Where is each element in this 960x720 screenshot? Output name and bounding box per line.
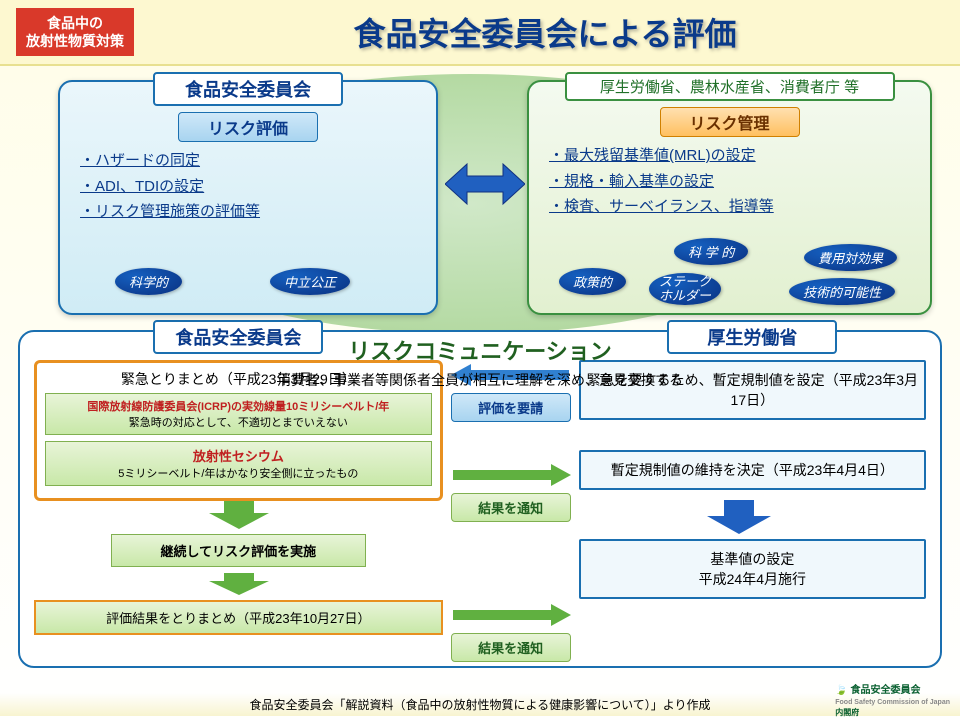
down-arrow-icon: [34, 501, 443, 529]
pill-scientific: 科学的: [115, 268, 182, 295]
risk-assessment-panel: 食品安全委員会 リスク評価 ・ハザードの同定 ・ADI、TDIの設定 ・リスク管…: [58, 80, 438, 315]
left-panel-title: 食品安全委員会: [153, 72, 343, 106]
title-bar: 食品中の 放射性物質対策 食品安全委員会による評価: [0, 0, 960, 66]
right-items: ・最大残留基準値(MRL)の設定 ・規格・輸入基準の設定 ・検査、サーベイランス…: [543, 143, 916, 220]
logo: 🍃 食品安全委員会Food Safety Commission of Japan…: [835, 681, 950, 718]
mid-label-3: 結果を通知: [451, 633, 571, 662]
sub-txt: 5ミリシーベルト/年はかなり安全側に立ったもの: [52, 465, 425, 481]
li: ・最大残留基準値(MRL)の設定: [549, 143, 916, 169]
li: ・検査、サーベイランス、指導等: [549, 194, 916, 220]
pill: 科 学 的: [674, 238, 748, 265]
red-text: 国際放射線防護委員会(ICRP)の実効線量10ミリシーベルト/年: [52, 398, 425, 414]
mid-label-1: 評価を要請: [451, 393, 571, 422]
footer: 食品安全委員会「解説資料（食品中の放射性物質による健康影響について）」より作成: [0, 693, 960, 716]
pill: 費用対効果: [804, 244, 897, 271]
red-title: 放射性セシウム: [52, 446, 425, 465]
left-subtitle: リスク評価: [178, 112, 318, 142]
right-arrow-icon: [451, 602, 571, 628]
right-panel-title: 厚生労働省、農林水産省、消費者庁 等: [565, 72, 895, 101]
down-arrow-icon: [34, 573, 443, 595]
li: ・ハザードの同定: [80, 148, 422, 174]
badge-line1: 食品中の: [26, 14, 124, 32]
risk-management-panel: 厚生労働省、農林水産省、消費者庁 等 リスク管理 ・最大残留基準値(MRL)の設…: [527, 80, 932, 315]
badge: 食品中の 放射性物質対策: [16, 8, 134, 56]
left-items: ・ハザードの同定 ・ADI、TDIの設定 ・リスク管理施策の評価等: [74, 148, 422, 225]
li: ・リスク管理施策の評価等: [80, 199, 422, 225]
bidirectional-arrow-icon: [445, 159, 525, 209]
right-arrow-icon: [451, 462, 571, 488]
r3: 基準値の設定 平成24年4月施行: [579, 539, 926, 599]
r2: 暫定規制値の維持を決定（平成23年4月4日）: [579, 450, 926, 490]
green-box-2: 放射性セシウム 5ミリシーベルト/年はかなり安全側に立ったもの: [45, 441, 432, 486]
continue-tag: 継続してリスク評価を実施: [111, 534, 366, 567]
badge-line2: 放射性物質対策: [26, 32, 124, 50]
pill: ステークホルダー: [649, 273, 721, 306]
right-subtitle: リスク管理: [660, 107, 800, 137]
sub-txt: 緊急時の対応として、不適切とまでいえない: [52, 414, 425, 430]
mid-label-2: 結果を通知: [451, 493, 571, 522]
green-box-1: 国際放射線防護委員会(ICRP)の実効線量10ミリシーベルト/年 緊急時の対応と…: [45, 393, 432, 435]
li: ・規格・輸入基準の設定: [549, 169, 916, 195]
pill-neutral: 中立公正: [270, 268, 350, 295]
upper-section: 食品安全委員会 リスク評価 ・ハザードの同定 ・ADI、TDIの設定 ・リスク管…: [0, 74, 960, 354]
risk-communication: リスクコミュニケーション 消費者、事業者等関係者全員が相互に理解を深め、意見交換…: [0, 334, 960, 390]
risk-comm-sub: 消費者、事業者等関係者全員が相互に理解を深め、意見交換する: [0, 370, 960, 390]
pill: 技術的可能性: [789, 278, 895, 305]
li: ・ADI、TDIの設定: [80, 174, 422, 200]
result-tag: 評価結果をとりまとめ（平成23年10月27日）: [34, 600, 443, 635]
risk-comm-title: リスクコミュニケーション: [0, 334, 960, 366]
down-arrow-icon: [579, 500, 926, 534]
main-title: 食品安全委員会による評価: [146, 9, 944, 55]
pill: 政策的: [559, 268, 626, 295]
